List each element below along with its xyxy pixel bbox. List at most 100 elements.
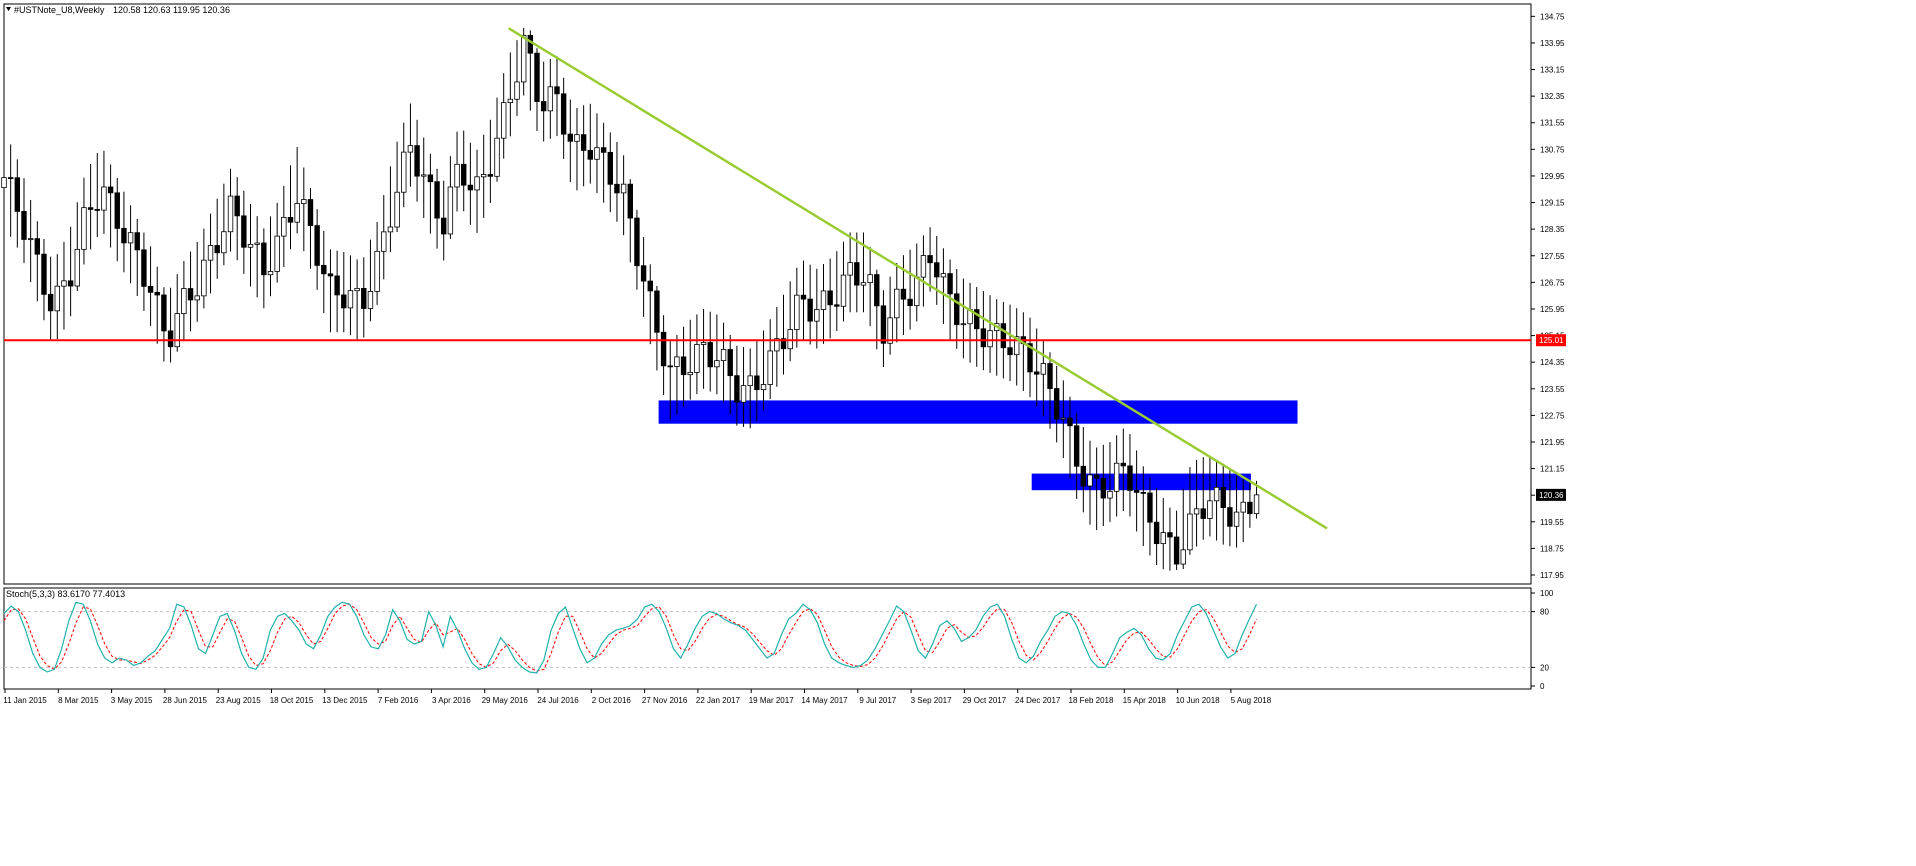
- candle-body: [41, 253, 47, 295]
- candle-body: [467, 184, 474, 191]
- current-price-tag: [1536, 488, 1566, 501]
- candle-body: [480, 174, 487, 178]
- menu-arrow-icon[interactable]: [6, 7, 11, 11]
- stoch-tick-label: 20: [1540, 663, 1549, 672]
- candle-body: [81, 207, 87, 250]
- candle-body: [487, 174, 494, 177]
- stochastic-series: 100 80 20 0: [3, 589, 1554, 691]
- y-tick-label: 129.95: [1540, 172, 1565, 181]
- candle-body: [347, 290, 354, 309]
- x-tick-label: 27 Nov 2016: [642, 696, 688, 705]
- candle-body: [614, 183, 620, 194]
- candle-body: [214, 245, 220, 254]
- candle-body: [727, 349, 733, 377]
- candle-body: [820, 290, 827, 310]
- candle-body: [634, 217, 640, 267]
- candle-body: [734, 375, 740, 403]
- candle-body: [1053, 388, 1060, 420]
- y-tick-label: 133.15: [1540, 66, 1565, 75]
- candle-body: [134, 232, 140, 251]
- y-tick-label: 123.55: [1540, 385, 1565, 394]
- candle-body: [154, 291, 160, 296]
- y-tick-label: 119.55: [1540, 518, 1564, 527]
- candle-body: [1187, 513, 1193, 551]
- candle-body: [294, 203, 300, 223]
- candle-body: [1200, 508, 1206, 519]
- candle-body: [894, 288, 900, 319]
- candle-body: [1227, 507, 1233, 527]
- candle-body: [707, 342, 713, 368]
- x-tick-label: 2 Oct 2016: [592, 696, 632, 705]
- chart-overlays: 125.01 120.36: [4, 27, 1566, 530]
- candle-body: [514, 81, 520, 100]
- x-tick-label: 8 Mar 2015: [58, 696, 99, 705]
- y-tick-label: 126.75: [1540, 278, 1565, 287]
- x-tick-label: 29 Oct 2017: [963, 696, 1007, 705]
- x-tick-label: 7 Feb 2016: [378, 696, 419, 705]
- candle-body: [1233, 511, 1240, 527]
- candle-body: [1167, 532, 1173, 538]
- candle-body: [87, 207, 94, 210]
- candle-body: [187, 288, 194, 301]
- candle-body: [374, 250, 380, 292]
- candle-body: [847, 262, 853, 276]
- candle-body: [814, 309, 820, 322]
- candle-body: [14, 177, 21, 212]
- candle-body: [1220, 486, 1226, 508]
- candle-body: [1060, 417, 1067, 420]
- candle-body: [394, 191, 400, 228]
- candle-body: [834, 304, 840, 307]
- candle-body: [1093, 474, 1100, 479]
- candle-body: [1033, 371, 1040, 375]
- candle-body: [454, 163, 460, 188]
- candle-body: [827, 290, 833, 306]
- candle-body: [974, 309, 980, 330]
- x-tick-label: 18 Oct 2015: [270, 696, 314, 705]
- candle-body: [421, 174, 427, 177]
- candle-body: [854, 262, 860, 286]
- candle-body: [874, 274, 880, 307]
- candle-body: [434, 181, 440, 219]
- candle-body: [687, 371, 693, 376]
- candle-body: [167, 330, 174, 348]
- candle-body: [461, 163, 467, 186]
- x-tick-label: 9 Jul 2017: [859, 696, 896, 705]
- candle-body: [680, 356, 687, 376]
- x-tick-label: 14 May 2017: [801, 696, 848, 705]
- candle-body: [201, 259, 207, 297]
- candle-body: [1073, 425, 1080, 467]
- candle-body: [54, 285, 60, 312]
- candle-body: [387, 226, 394, 233]
- candle-body: [207, 245, 214, 261]
- x-tick-label: 29 May 2016: [482, 696, 529, 705]
- candle-body: [1080, 465, 1087, 487]
- candle-body: [274, 235, 280, 272]
- candle-body: [694, 344, 700, 373]
- y-tick-label: 133.95: [1540, 39, 1565, 48]
- candle-body: [1207, 500, 1213, 519]
- candle-body: [407, 145, 414, 153]
- candle-body: [794, 294, 800, 331]
- candle-body: [161, 294, 167, 332]
- candle-body: [354, 288, 360, 292]
- x-tick-label: 28 Jun 2015: [163, 696, 208, 705]
- candle-body: [114, 192, 120, 229]
- candle-body: [427, 174, 434, 183]
- candle-body: [107, 186, 114, 194]
- stoch-panel: [3, 587, 1532, 690]
- candle-body: [500, 102, 507, 139]
- candle-body: [987, 330, 993, 348]
- candle-body: [880, 305, 887, 344]
- candle-body: [754, 375, 760, 391]
- stoch-tick-label: 80: [1540, 608, 1549, 617]
- candle-body: [667, 365, 673, 368]
- candle-body: [147, 285, 154, 293]
- candle-body: [1153, 521, 1160, 545]
- candle-body: [47, 293, 54, 312]
- candle-body: [867, 274, 873, 284]
- candle-body: [627, 183, 633, 219]
- candle-body: [1160, 532, 1166, 545]
- price-axis: 134.75 133.95 133.15 132.35 131.55 130.75 129.…: [1531, 12, 1565, 580]
- candle-body: [887, 317, 893, 344]
- candle-body: [234, 195, 240, 217]
